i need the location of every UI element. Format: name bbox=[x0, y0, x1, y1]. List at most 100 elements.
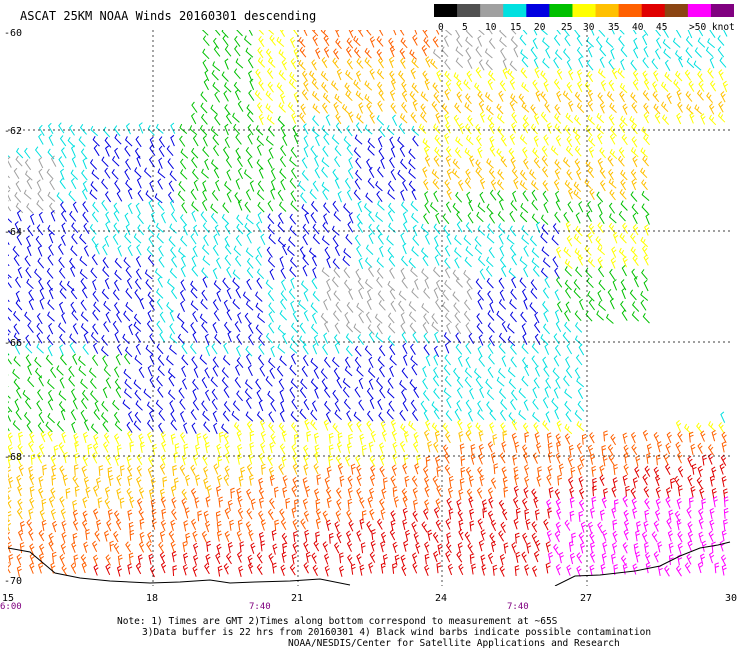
wind-barb bbox=[344, 455, 351, 467]
wind-barb bbox=[717, 112, 726, 123]
wind-barb bbox=[116, 311, 122, 323]
wind-barb bbox=[631, 444, 638, 456]
wind-barb bbox=[8, 333, 13, 345]
wind-barb bbox=[156, 375, 163, 387]
wind-barb bbox=[555, 246, 562, 259]
wind-barb bbox=[401, 102, 408, 114]
wind-barb bbox=[197, 510, 202, 522]
wind-barb bbox=[567, 477, 574, 489]
wind-barb bbox=[619, 232, 627, 244]
wind-barb bbox=[432, 475, 439, 488]
wind-barb bbox=[366, 420, 373, 432]
wind-barb bbox=[205, 344, 211, 357]
wind-barb bbox=[83, 541, 89, 553]
wind-barb bbox=[617, 68, 625, 79]
wind-barb bbox=[353, 411, 362, 422]
wind-barb bbox=[29, 213, 35, 225]
wind-barb bbox=[421, 268, 429, 279]
wind-barb bbox=[542, 257, 551, 268]
wind-barb bbox=[421, 521, 428, 533]
wind-barb bbox=[343, 203, 351, 214]
wind-barb bbox=[370, 465, 376, 477]
note-line-2: 3)Data buffer is 22 hrs from 20160301 4)… bbox=[142, 627, 652, 638]
wind-barb bbox=[443, 387, 452, 398]
wind-barb bbox=[114, 147, 120, 160]
wind-barb bbox=[102, 266, 110, 277]
wind-barb bbox=[688, 431, 694, 443]
wind-barb bbox=[424, 191, 429, 203]
wind-barb bbox=[478, 59, 485, 71]
wind-barb bbox=[291, 553, 297, 565]
wind-barb bbox=[541, 145, 548, 157]
wind-barb bbox=[369, 68, 375, 80]
legend-label: 30 bbox=[583, 22, 595, 32]
wind-barb bbox=[282, 542, 287, 554]
wind-barb bbox=[148, 410, 154, 422]
wind-barb bbox=[308, 247, 317, 258]
wind-barb bbox=[445, 541, 452, 554]
wind-barb bbox=[400, 57, 406, 69]
wind-barb bbox=[113, 411, 121, 423]
wind-barb bbox=[311, 30, 319, 37]
wind-barb bbox=[589, 453, 595, 465]
wind-barb bbox=[26, 519, 33, 531]
wind-barb bbox=[499, 553, 505, 566]
legend-swatch bbox=[641, 4, 666, 17]
wind-barb bbox=[218, 431, 224, 443]
wind-barb bbox=[312, 343, 318, 355]
wind-barb bbox=[554, 211, 561, 223]
wind-barb bbox=[591, 465, 597, 477]
wind-barb bbox=[200, 299, 208, 310]
wind-barb bbox=[445, 122, 451, 134]
wind-barb bbox=[158, 245, 164, 257]
wind-barb bbox=[378, 442, 385, 454]
wind-barb bbox=[268, 322, 275, 334]
wind-barb bbox=[529, 302, 537, 313]
wind-barb bbox=[685, 47, 693, 59]
wind-barb bbox=[414, 278, 419, 290]
wind-barb bbox=[477, 289, 484, 301]
wind-barb bbox=[423, 37, 431, 48]
wind-barb bbox=[60, 147, 67, 159]
wind-barb bbox=[80, 311, 89, 322]
wind-barb bbox=[200, 113, 208, 125]
latitude-label: -70 bbox=[4, 576, 22, 587]
wind-barb bbox=[500, 47, 506, 60]
wind-barb bbox=[335, 510, 341, 522]
wind-barb bbox=[500, 399, 508, 410]
wind-barb bbox=[342, 386, 350, 398]
wind-barb bbox=[444, 59, 451, 70]
wind-barb bbox=[29, 497, 35, 509]
wind-barb bbox=[697, 442, 703, 454]
wind-barb bbox=[622, 495, 628, 508]
wind-barb bbox=[344, 366, 353, 377]
wind-barb bbox=[170, 433, 176, 445]
wind-barb bbox=[128, 323, 134, 336]
wind-barb bbox=[234, 45, 241, 57]
wind-barb bbox=[554, 49, 563, 60]
wind-barb bbox=[592, 477, 597, 489]
wind-barb bbox=[39, 298, 44, 310]
wind-barb bbox=[38, 278, 44, 290]
wind-barb bbox=[675, 30, 682, 38]
wind-barb bbox=[92, 201, 99, 213]
wind-barb bbox=[335, 301, 342, 313]
wind-barb bbox=[484, 92, 493, 103]
wind-barb bbox=[180, 279, 186, 291]
wind-barb bbox=[321, 166, 328, 178]
wind-barb bbox=[93, 144, 100, 157]
wind-barb bbox=[642, 33, 648, 46]
wind-barb bbox=[203, 78, 209, 91]
wind-barb bbox=[324, 246, 331, 258]
wind-barb bbox=[422, 322, 429, 334]
wind-barb bbox=[303, 290, 309, 302]
wind-barb bbox=[90, 125, 99, 137]
wind-barb bbox=[519, 180, 528, 191]
wind-barb bbox=[488, 168, 496, 180]
wind-barb bbox=[475, 278, 483, 290]
wind-barb bbox=[42, 464, 47, 476]
wind-barb bbox=[402, 507, 408, 519]
wind-barb bbox=[90, 390, 98, 402]
wind-barb bbox=[109, 540, 115, 552]
wind-barb bbox=[523, 158, 529, 170]
